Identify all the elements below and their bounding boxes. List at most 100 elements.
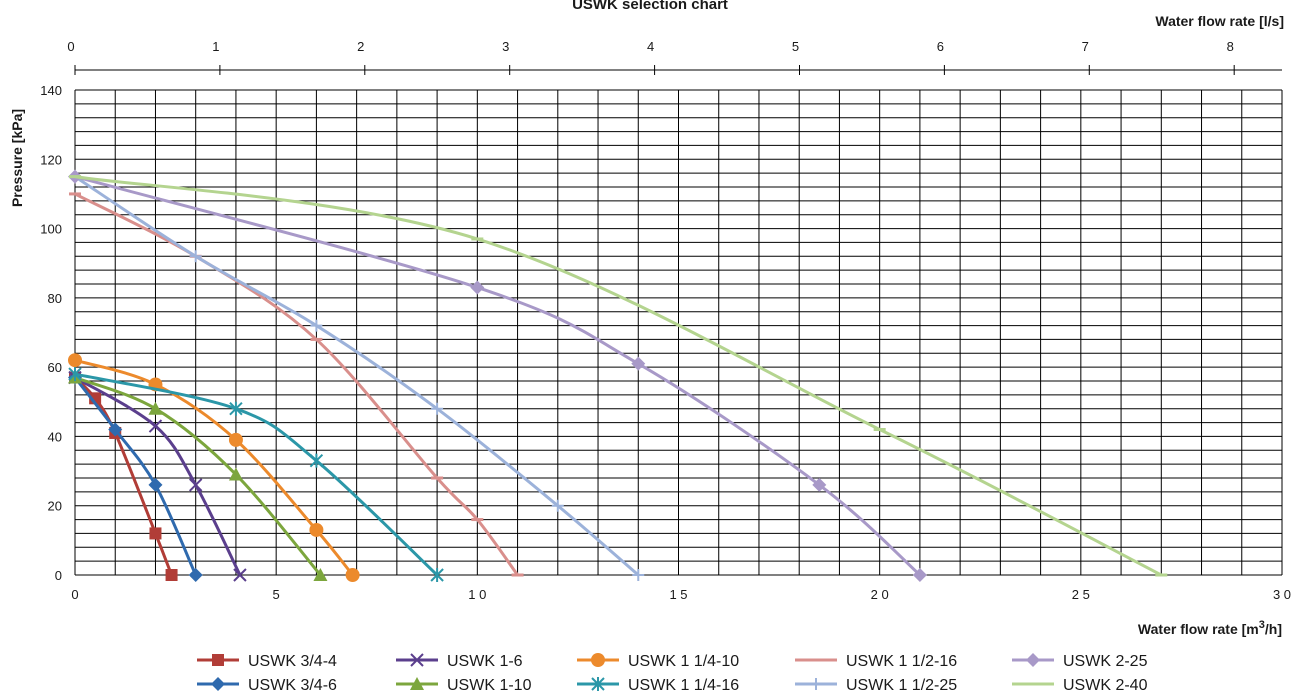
- data-point-circle: [68, 353, 82, 368]
- series-line: [74, 175, 1162, 577]
- data-point-asterisk: [68, 367, 82, 382]
- legend-label: USWK 1 1/2-25: [846, 677, 957, 694]
- legend-item: USWK 1 1/4-10: [577, 653, 739, 670]
- x-axis-tick-label: 2 5: [1072, 587, 1090, 602]
- data-point-x: [410, 653, 424, 667]
- data-point-diamond: [148, 477, 163, 492]
- series-uswk-1-1-4-10: [68, 353, 360, 582]
- legend-label: USWK 2-40: [1063, 677, 1148, 694]
- data-point-triangle: [148, 401, 163, 415]
- data-point-asterisk: [229, 401, 243, 416]
- data-point-diamond: [108, 422, 123, 437]
- x-axis-title-sup: 3: [1259, 619, 1265, 631]
- legend-label: USWK 1-10: [447, 677, 532, 694]
- legend-item: USWK 1-10: [396, 677, 532, 694]
- legend-item: USWK 1 1/2-16: [795, 653, 957, 670]
- data-point-circle: [309, 522, 324, 537]
- top-axis-tick-label: 3: [502, 39, 509, 54]
- series-line: [73, 376, 198, 576]
- top-axis-tick-label: 0: [67, 39, 74, 54]
- y-axis-tick-label: 140: [40, 83, 62, 98]
- legend-item: USWK 1-6: [396, 653, 523, 670]
- x-axis-tick-label: 5: [273, 587, 280, 602]
- legend: USWK 3/4-4 USWK 3/4-6 USWK 1-6 USWK 1-10 USW…: [197, 653, 1148, 694]
- data-point-square: [212, 654, 224, 666]
- legend-item: USWK 1 1/4-16: [577, 677, 739, 694]
- top-axis-tick-label: 7: [1082, 39, 1089, 54]
- x-axis-tick-label: 1 5: [669, 587, 687, 602]
- data-point-diamond: [631, 356, 646, 371]
- legend-label: USWK 3/4-6: [248, 677, 337, 694]
- series-uswk-1-10: [68, 370, 328, 581]
- chart-title: USWK selection chart: [572, 0, 728, 13]
- x-axis-tick-label: 2 0: [871, 587, 889, 602]
- data-point-plus: [189, 250, 202, 263]
- series-line: [74, 376, 322, 576]
- series-line: [74, 192, 519, 576]
- top-axis-tick-label: 1: [212, 39, 219, 54]
- y-axis-title: Pressure [kPa]: [9, 109, 25, 207]
- legend-label: USWK 1 1/2-16: [846, 653, 957, 670]
- data-point-square: [165, 569, 178, 581]
- top-axis-tick-label: 8: [1227, 39, 1234, 54]
- legend-label: USWK 1-6: [447, 653, 523, 670]
- data-point-plus: [431, 402, 444, 415]
- x-axis-tick-label: 3 0: [1273, 587, 1291, 602]
- y-axis-tick-label: 60: [48, 360, 62, 375]
- legend-item: USWK 1 1/2-25: [795, 677, 957, 694]
- y-axis-tick-label: 0: [55, 568, 62, 583]
- y-axis-tick-label: 120: [40, 152, 62, 167]
- series-line: [74, 372, 439, 577]
- x-axis-tick-label: 0: [71, 587, 78, 602]
- top-axis-title: Water flow rate [l/s]: [1155, 13, 1284, 29]
- legend-item: USWK 3/4-4: [197, 653, 337, 670]
- series-uswk-2-25: [68, 169, 927, 582]
- data-point-plus: [551, 499, 564, 512]
- data-point-diamond: [188, 568, 203, 582]
- legend-item: USWK 2-25: [1012, 653, 1148, 670]
- x-axis-title: Water flow rate [m3/h]: [1138, 619, 1282, 637]
- grid: [74, 89, 1283, 576]
- legend-label: USWK 1 1/4-10: [628, 653, 739, 670]
- y-axis-tick-label: 20: [48, 499, 62, 514]
- legend-label: USWK 1 1/4-16: [628, 677, 739, 694]
- x-axis-title-main: Water flow rate [m: [1138, 621, 1259, 637]
- legend-item: USWK 2-40: [1012, 677, 1148, 694]
- data-point-x: [188, 478, 203, 492]
- data-point-x: [233, 568, 247, 582]
- legend-label: USWK 3/4-4: [248, 653, 337, 670]
- data-point-plus: [810, 678, 822, 690]
- data-point-diamond: [211, 677, 225, 691]
- series-uswk-2-40: [69, 175, 1168, 577]
- data-point-asterisk: [591, 677, 605, 691]
- top-axis-tick-label: 5: [792, 39, 799, 54]
- data-point-triangle: [410, 677, 424, 690]
- data-point-diamond: [470, 280, 485, 295]
- data-point-diamond: [912, 568, 927, 582]
- series-line: [74, 175, 921, 577]
- y-axis-tick-label: 80: [48, 291, 62, 306]
- series-uswk-3-4-6: [68, 370, 203, 582]
- data-point-triangle: [313, 568, 328, 581]
- data-point-plus: [310, 319, 323, 332]
- data-point-x: [148, 419, 163, 433]
- top-axis-tick-label: 2: [357, 39, 364, 54]
- y-axis-tick-label: 100: [40, 222, 62, 237]
- data-point-circle: [228, 432, 243, 447]
- data-point-diamond: [812, 477, 827, 492]
- x-axis-tick-label: 1 0: [468, 587, 486, 602]
- legend-item: USWK 3/4-6: [197, 677, 337, 694]
- y-axis-tick-label: 40: [48, 429, 62, 444]
- data-point-square: [149, 527, 162, 540]
- data-point-diamond: [1026, 653, 1040, 667]
- data-point-triangle: [228, 467, 243, 481]
- top-axis-tick-label: 6: [937, 39, 944, 54]
- data-point-circle: [345, 568, 360, 582]
- series-line: [74, 376, 242, 576]
- data-point-asterisk: [309, 453, 324, 468]
- data-point-plus: [632, 569, 645, 581]
- data-point-circle: [591, 653, 605, 667]
- x-axis-title-end: /h]: [1265, 621, 1282, 637]
